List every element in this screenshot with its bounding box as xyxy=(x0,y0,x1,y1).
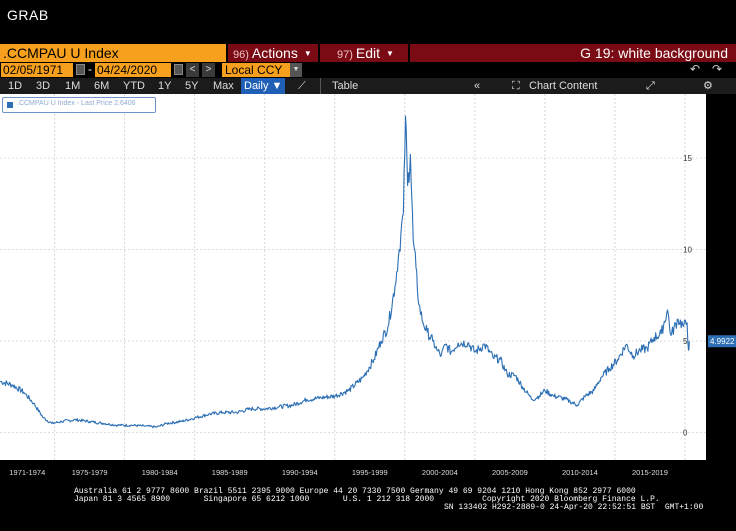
x-tick-label: 1975-1979 xyxy=(72,468,108,477)
y-axis-ticks: 0 5 10 15 xyxy=(683,154,692,438)
frequency-label: Daily xyxy=(244,80,269,92)
last-price-box xyxy=(708,335,736,348)
frequency-select[interactable]: Daily ▼ xyxy=(241,78,286,94)
graph-description: G 19: white background xyxy=(410,44,736,62)
x-tick-label: 1995-1999 xyxy=(352,468,388,477)
legend-swatch xyxy=(7,102,13,108)
window-title-bar: GRAB xyxy=(0,0,736,34)
x-tick-label: 2010-2014 xyxy=(562,468,598,477)
currency-dropdown-icon[interactable]: ▼ xyxy=(290,63,302,77)
y-tick-label: 15 xyxy=(683,154,692,163)
x-tick-label: 2015-2019 xyxy=(632,468,668,477)
x-tick-label: 1990-1994 xyxy=(282,468,318,477)
footer-session-line: SN 133402 H292-2889-0 24-Apr-20 22:52:51… xyxy=(444,503,704,512)
period-6m-button[interactable]: 6M xyxy=(94,80,110,92)
end-calendar-icon[interactable] xyxy=(174,64,183,75)
collapse-icon[interactable]: « xyxy=(474,80,481,92)
plot-background xyxy=(0,94,706,460)
next-range-button[interactable]: > xyxy=(202,63,215,77)
legend-label: .CCMPAU U Index - Last Price 2.6406 xyxy=(17,100,136,107)
end-date-field[interactable]: 04/24/2020 xyxy=(95,63,171,77)
footer: Australia 61 2 9777 8600 Brazil 5511 239… xyxy=(0,484,736,531)
footer-contacts-line1: Australia 61 2 9777 8600 Brazil 5511 239… xyxy=(74,487,636,496)
x-tick-label: 1971-1974 xyxy=(9,468,45,477)
table-button[interactable]: Table xyxy=(332,80,359,92)
period-max-button[interactable]: Max xyxy=(213,80,234,92)
x-tick-label: 2005-2009 xyxy=(492,468,528,477)
actions-caret-icon: ▼ xyxy=(303,49,312,58)
edit-caret-icon: ▼ xyxy=(386,49,394,58)
redo-icon[interactable]: ↷ xyxy=(712,62,723,76)
last-price-value: 4.9922 xyxy=(710,337,735,346)
chart-area: 0 5 10 15 1971-1974 1975-1979 1980-1984 1985-1… xyxy=(0,94,736,484)
line-chart-icon[interactable]: ⟋ xyxy=(298,80,306,92)
period-3d-button[interactable]: 3D xyxy=(36,80,51,92)
edit-label: Edit xyxy=(355,45,381,61)
series-line xyxy=(0,115,690,429)
period-ytd-button[interactable]: YTD xyxy=(123,80,145,92)
grid-lines xyxy=(0,94,706,460)
prev-range-button[interactable]: < xyxy=(186,63,199,77)
date-range-row: 02/05/1971 - 04/24/2020 < > Local CCY ▼ … xyxy=(0,62,736,78)
undo-icon[interactable]: ↶ xyxy=(690,62,701,76)
actions-menu-button[interactable]: 96) Actions ▼ xyxy=(228,44,318,62)
ticker-field[interactable]: .CCMPAU U Index xyxy=(0,44,226,62)
price-chart[interactable]: 0 5 10 15 1971-1974 1975-1979 1980-1984 1985-1… xyxy=(0,94,736,484)
actions-shortcut: 96) xyxy=(233,49,249,61)
expand-icon[interactable]: ⤢ xyxy=(646,80,655,92)
window-title: GRAB xyxy=(7,7,49,23)
actions-label: Actions xyxy=(251,45,298,61)
currency-select[interactable]: Local CCY xyxy=(222,63,290,77)
footer-contacts-line2: Japan 81 3 4565 8900 Singapore 65 6212 1… xyxy=(74,495,660,504)
y-tick-label: 0 xyxy=(683,429,688,438)
start-date-field[interactable]: 02/05/1971 xyxy=(1,63,73,77)
period-5y-button[interactable]: 5Y xyxy=(185,80,199,92)
edit-menu-button[interactable]: 97) Edit ▼ xyxy=(320,44,408,62)
chart-legend[interactable]: .CCMPAU U Index - Last Price 2.6406 xyxy=(2,97,156,113)
edit-shortcut: 97) xyxy=(337,49,353,61)
y-tick-label: 5 xyxy=(683,337,688,346)
chart-content-icon[interactable]: ⛶ xyxy=(512,80,520,92)
x-tick-label: 1980-1984 xyxy=(142,468,178,477)
x-tick-label: 1985-1989 xyxy=(212,468,248,477)
x-tick-label: 2000-2004 xyxy=(422,468,458,477)
toolbar-divider xyxy=(320,78,321,94)
x-axis-labels: 1971-1974 1975-1979 1980-1984 1985-1989 1990… xyxy=(9,468,668,477)
command-row: .CCMPAU U Index 96) Actions ▼ 97) Edit ▼ G 1… xyxy=(0,44,736,62)
start-calendar-icon[interactable] xyxy=(76,64,85,75)
period-1y-button[interactable]: 1Y xyxy=(158,80,172,92)
settings-gear-icon[interactable]: ⚙ xyxy=(703,80,713,92)
period-1d-button[interactable]: 1D xyxy=(8,80,23,92)
chart-toolbar: 1D 3D 1M 6M YTD 1Y 5Y Max Daily ▼ ⟋ Tabl… xyxy=(0,78,736,94)
last-price-tag: 4.9922 xyxy=(708,335,736,348)
date-separator: - xyxy=(88,62,92,76)
period-1m-button[interactable]: 1M xyxy=(65,80,81,92)
chart-content-button[interactable]: Chart Content xyxy=(529,80,598,92)
y-tick-label: 10 xyxy=(683,246,692,255)
